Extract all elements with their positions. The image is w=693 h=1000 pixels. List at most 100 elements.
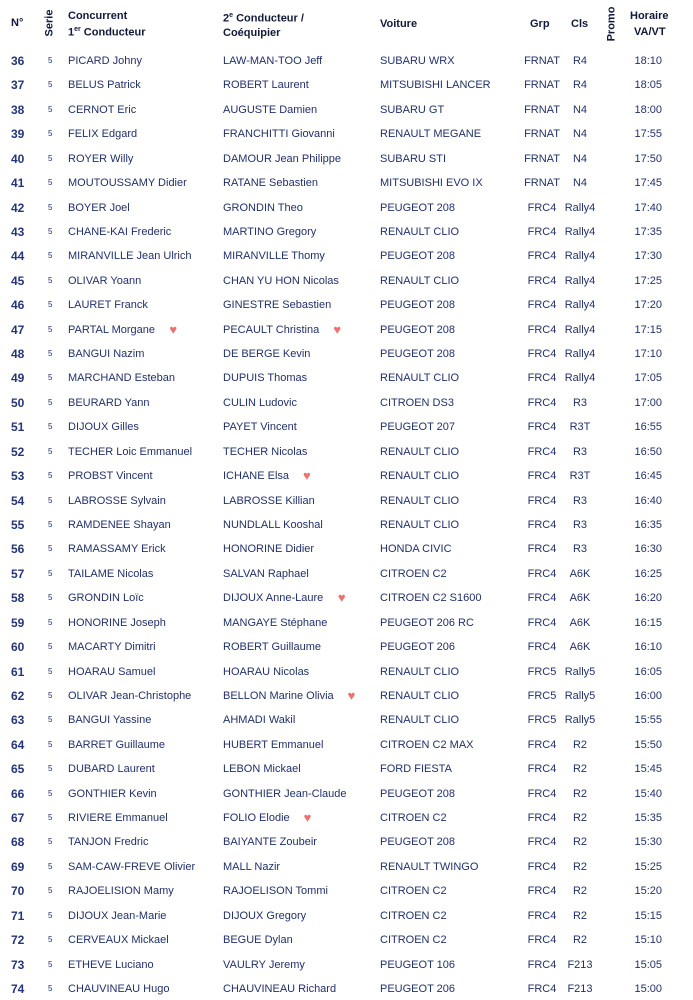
car-model: RENAULT CLIO bbox=[380, 274, 460, 287]
serie: 5 bbox=[48, 568, 53, 578]
group: FRC4 bbox=[527, 567, 557, 580]
class: N4 bbox=[572, 103, 588, 116]
start-time: 16:20 bbox=[634, 592, 662, 605]
entry-number: 47 bbox=[11, 322, 25, 337]
class: F213 bbox=[567, 982, 593, 995]
car-model: RENAULT CLIO bbox=[380, 494, 460, 507]
car-model: RENAULT CLIO bbox=[380, 445, 460, 458]
codriver-name: HUBERT Emmanuel bbox=[223, 738, 324, 751]
group: FRNAT bbox=[524, 103, 560, 116]
car-model: RENAULT MEGANE bbox=[380, 128, 482, 141]
driver-name: GONTHIER Kevin bbox=[68, 787, 157, 800]
entry-number: 66 bbox=[11, 786, 25, 801]
driver-name: OLIVAR Yoann bbox=[68, 274, 142, 287]
serie: 5 bbox=[48, 886, 53, 896]
group: FRNAT bbox=[524, 55, 560, 67]
class: R4 bbox=[572, 55, 588, 67]
car-model: SUBARU STI bbox=[380, 152, 447, 165]
car-model: RENAULT CLIO bbox=[380, 714, 460, 727]
table-row: 56 5 RAMASSAMY Erick HONORINE Didier HONDA C… bbox=[0, 537, 693, 561]
driver-name: MIRANVILLE Jean Ulrich bbox=[68, 250, 192, 263]
codriver-name: DIJOUX Gregory bbox=[223, 909, 307, 922]
header-car: Voiture bbox=[380, 18, 418, 30]
table-row: 51 5 DIJOUX Gilles PAYET Vincent PEUGEOT 207… bbox=[0, 415, 693, 439]
driver-name: CHAUVINEAU Hugo bbox=[68, 982, 170, 995]
driver-name: SAM-CAW-FREVE Olivier bbox=[68, 860, 196, 873]
start-time: 16:05 bbox=[634, 665, 662, 678]
start-time: 16:15 bbox=[634, 616, 662, 629]
heart-icon: ♥ bbox=[347, 687, 356, 703]
entry-number: 53 bbox=[11, 469, 25, 484]
table-row: 57 5 TAILAME Nicolas SALVAN Raphael CITROEN … bbox=[0, 562, 693, 586]
header-driver2: 2e Conducteur / bbox=[223, 12, 304, 25]
serie: 5 bbox=[48, 910, 53, 920]
class: R2 bbox=[572, 909, 588, 922]
serie: 5 bbox=[48, 349, 53, 359]
codriver-name: RATANE Sebastien bbox=[223, 177, 318, 190]
group: FRC4 bbox=[527, 250, 557, 263]
serie: 5 bbox=[48, 519, 53, 529]
start-time: 17:35 bbox=[634, 225, 662, 238]
codriver-name: HOARAU Nicolas bbox=[223, 665, 310, 678]
entry-number: 51 bbox=[11, 420, 25, 435]
car-model: CITROEN C2 S1600 bbox=[380, 592, 482, 605]
header-time: Horaire bbox=[630, 10, 669, 22]
group: FRC4 bbox=[527, 592, 557, 605]
driver-name: BANGUI Nazim bbox=[68, 348, 145, 361]
start-time: 15:45 bbox=[634, 763, 662, 776]
driver-name: CHANE-KAI Frederic bbox=[68, 225, 172, 238]
start-time: 16:00 bbox=[634, 689, 662, 702]
group: FRC4 bbox=[527, 201, 557, 214]
codriver-name: FOLIO Elodie bbox=[223, 812, 290, 825]
group: FRC4 bbox=[527, 641, 557, 654]
driver-name: ETHEVE Luciano bbox=[68, 958, 154, 971]
header-concurrent: Concurrent bbox=[68, 10, 128, 22]
driver-name: DUBARD Laurent bbox=[68, 763, 155, 776]
table-row: 55 5 RAMDENEE Shayan NUNDLALL Kooshal RENAUL… bbox=[0, 513, 693, 537]
table-row: 43 5 CHANE-KAI Frederic MARTINO Gregory RENA… bbox=[0, 220, 693, 244]
car-model: PEUGEOT 106 bbox=[380, 958, 455, 971]
group: FRC5 bbox=[527, 665, 557, 678]
driver-name: PARTAL Morgane bbox=[68, 323, 156, 336]
group: FRC4 bbox=[527, 323, 557, 336]
serie: 5 bbox=[48, 983, 53, 993]
start-time: 17:50 bbox=[634, 152, 662, 165]
start-time: 15:40 bbox=[634, 787, 662, 800]
entry-number: 73 bbox=[11, 957, 25, 972]
table-row: 44 5 MIRANVILLE Jean Ulrich MIRANVILLE Thom… bbox=[0, 244, 693, 268]
table-row: 40 5 ROYER Willy DAMOUR Jean Philippe SUBARU… bbox=[0, 147, 693, 171]
heart-icon: ♥ bbox=[333, 321, 342, 337]
class: R2 bbox=[572, 934, 588, 947]
table-row: 73 5 ETHEVE Luciano VAULRY Jeremy PEUGEOT 10… bbox=[0, 953, 693, 977]
serie: 5 bbox=[48, 226, 53, 236]
serie: 5 bbox=[48, 129, 53, 139]
serie: 5 bbox=[48, 300, 53, 310]
start-time: 15:35 bbox=[634, 812, 662, 825]
heart-icon: ♥ bbox=[169, 321, 178, 337]
codriver-name: MANGAYE Stéphane bbox=[223, 616, 328, 629]
table-row: 59 5 HONORINE Joseph MANGAYE Stéphane PEUGEO… bbox=[0, 611, 693, 635]
entry-number: 61 bbox=[11, 664, 25, 679]
serie: 5 bbox=[48, 324, 53, 334]
entry-number: 74 bbox=[11, 981, 25, 996]
group: FRC4 bbox=[527, 348, 557, 361]
header-serie: Serie bbox=[43, 9, 56, 37]
group: FRC4 bbox=[527, 445, 557, 458]
codriver-name: MIRANVILLE Thomy bbox=[223, 250, 325, 263]
driver-name: DIJOUX Gilles bbox=[68, 421, 139, 434]
codriver-name: FRANCHITTI Giovanni bbox=[223, 128, 335, 141]
car-model: CITROEN C2 bbox=[380, 909, 447, 922]
header-promo: Promo bbox=[605, 6, 618, 42]
entry-number: 50 bbox=[11, 395, 25, 410]
car-model: CITROEN C2 bbox=[380, 567, 447, 580]
table-row: 47 5 PARTAL Morgane PECAULT Christina PEUGEO… bbox=[0, 318, 693, 342]
class: Rally4 bbox=[564, 299, 596, 312]
serie: 5 bbox=[48, 422, 53, 432]
table-row: 42 5 BOYER Joel GRONDIN Theo PEUGEOT 208 FRC4… bbox=[0, 196, 693, 220]
start-time: 17:10 bbox=[634, 348, 662, 361]
codriver-name: DIJOUX Anne-Laure bbox=[223, 592, 324, 605]
group: FRNAT bbox=[524, 152, 560, 165]
start-time: 17:20 bbox=[634, 299, 662, 312]
codriver-name: AUGUSTE Damien bbox=[223, 103, 318, 116]
